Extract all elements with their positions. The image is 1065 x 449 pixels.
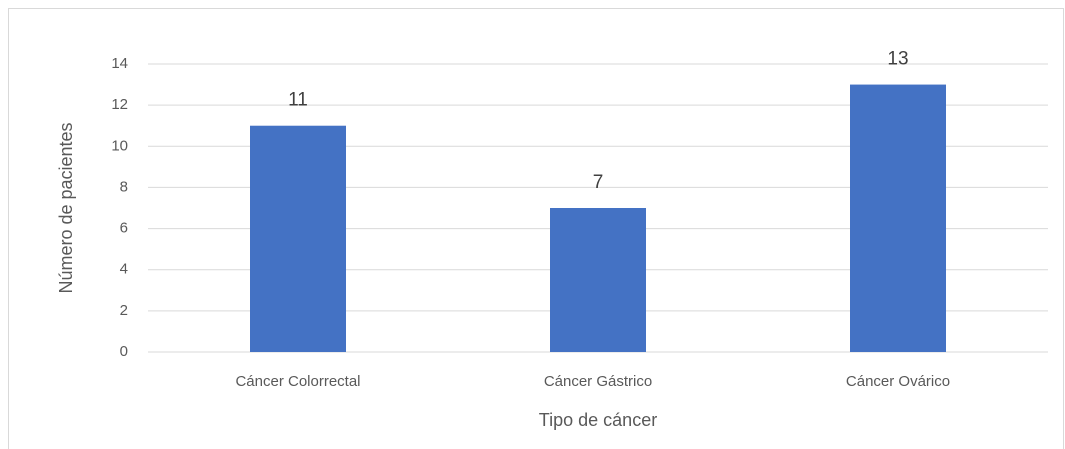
y-axis-title: Número de pacientes (56, 122, 76, 293)
data-label: 13 (887, 49, 908, 70)
x-tick-label: Cáncer Gástrico (544, 373, 652, 390)
y-tick-label: 12 (111, 96, 128, 113)
data-label: 11 (288, 90, 308, 111)
y-tick-label: 6 (120, 220, 128, 237)
y-tick-label: 8 (120, 178, 128, 195)
y-tick-label: 14 (111, 55, 128, 72)
chart-frame (8, 8, 1064, 449)
x-axis-title: Tipo de cáncer (539, 410, 657, 430)
x-tick-label: Cáncer Ovárico (846, 373, 950, 390)
bar (550, 208, 646, 352)
x-tick-label: Cáncer Colorrectal (235, 373, 360, 390)
data-label: 7 (593, 172, 604, 193)
y-tick-label: 10 (111, 137, 128, 154)
bar (250, 125, 346, 352)
bar (850, 84, 946, 353)
y-tick-label: 4 (120, 261, 128, 278)
y-tick-label: 2 (120, 302, 128, 319)
y-tick-label: 0 (120, 343, 128, 360)
